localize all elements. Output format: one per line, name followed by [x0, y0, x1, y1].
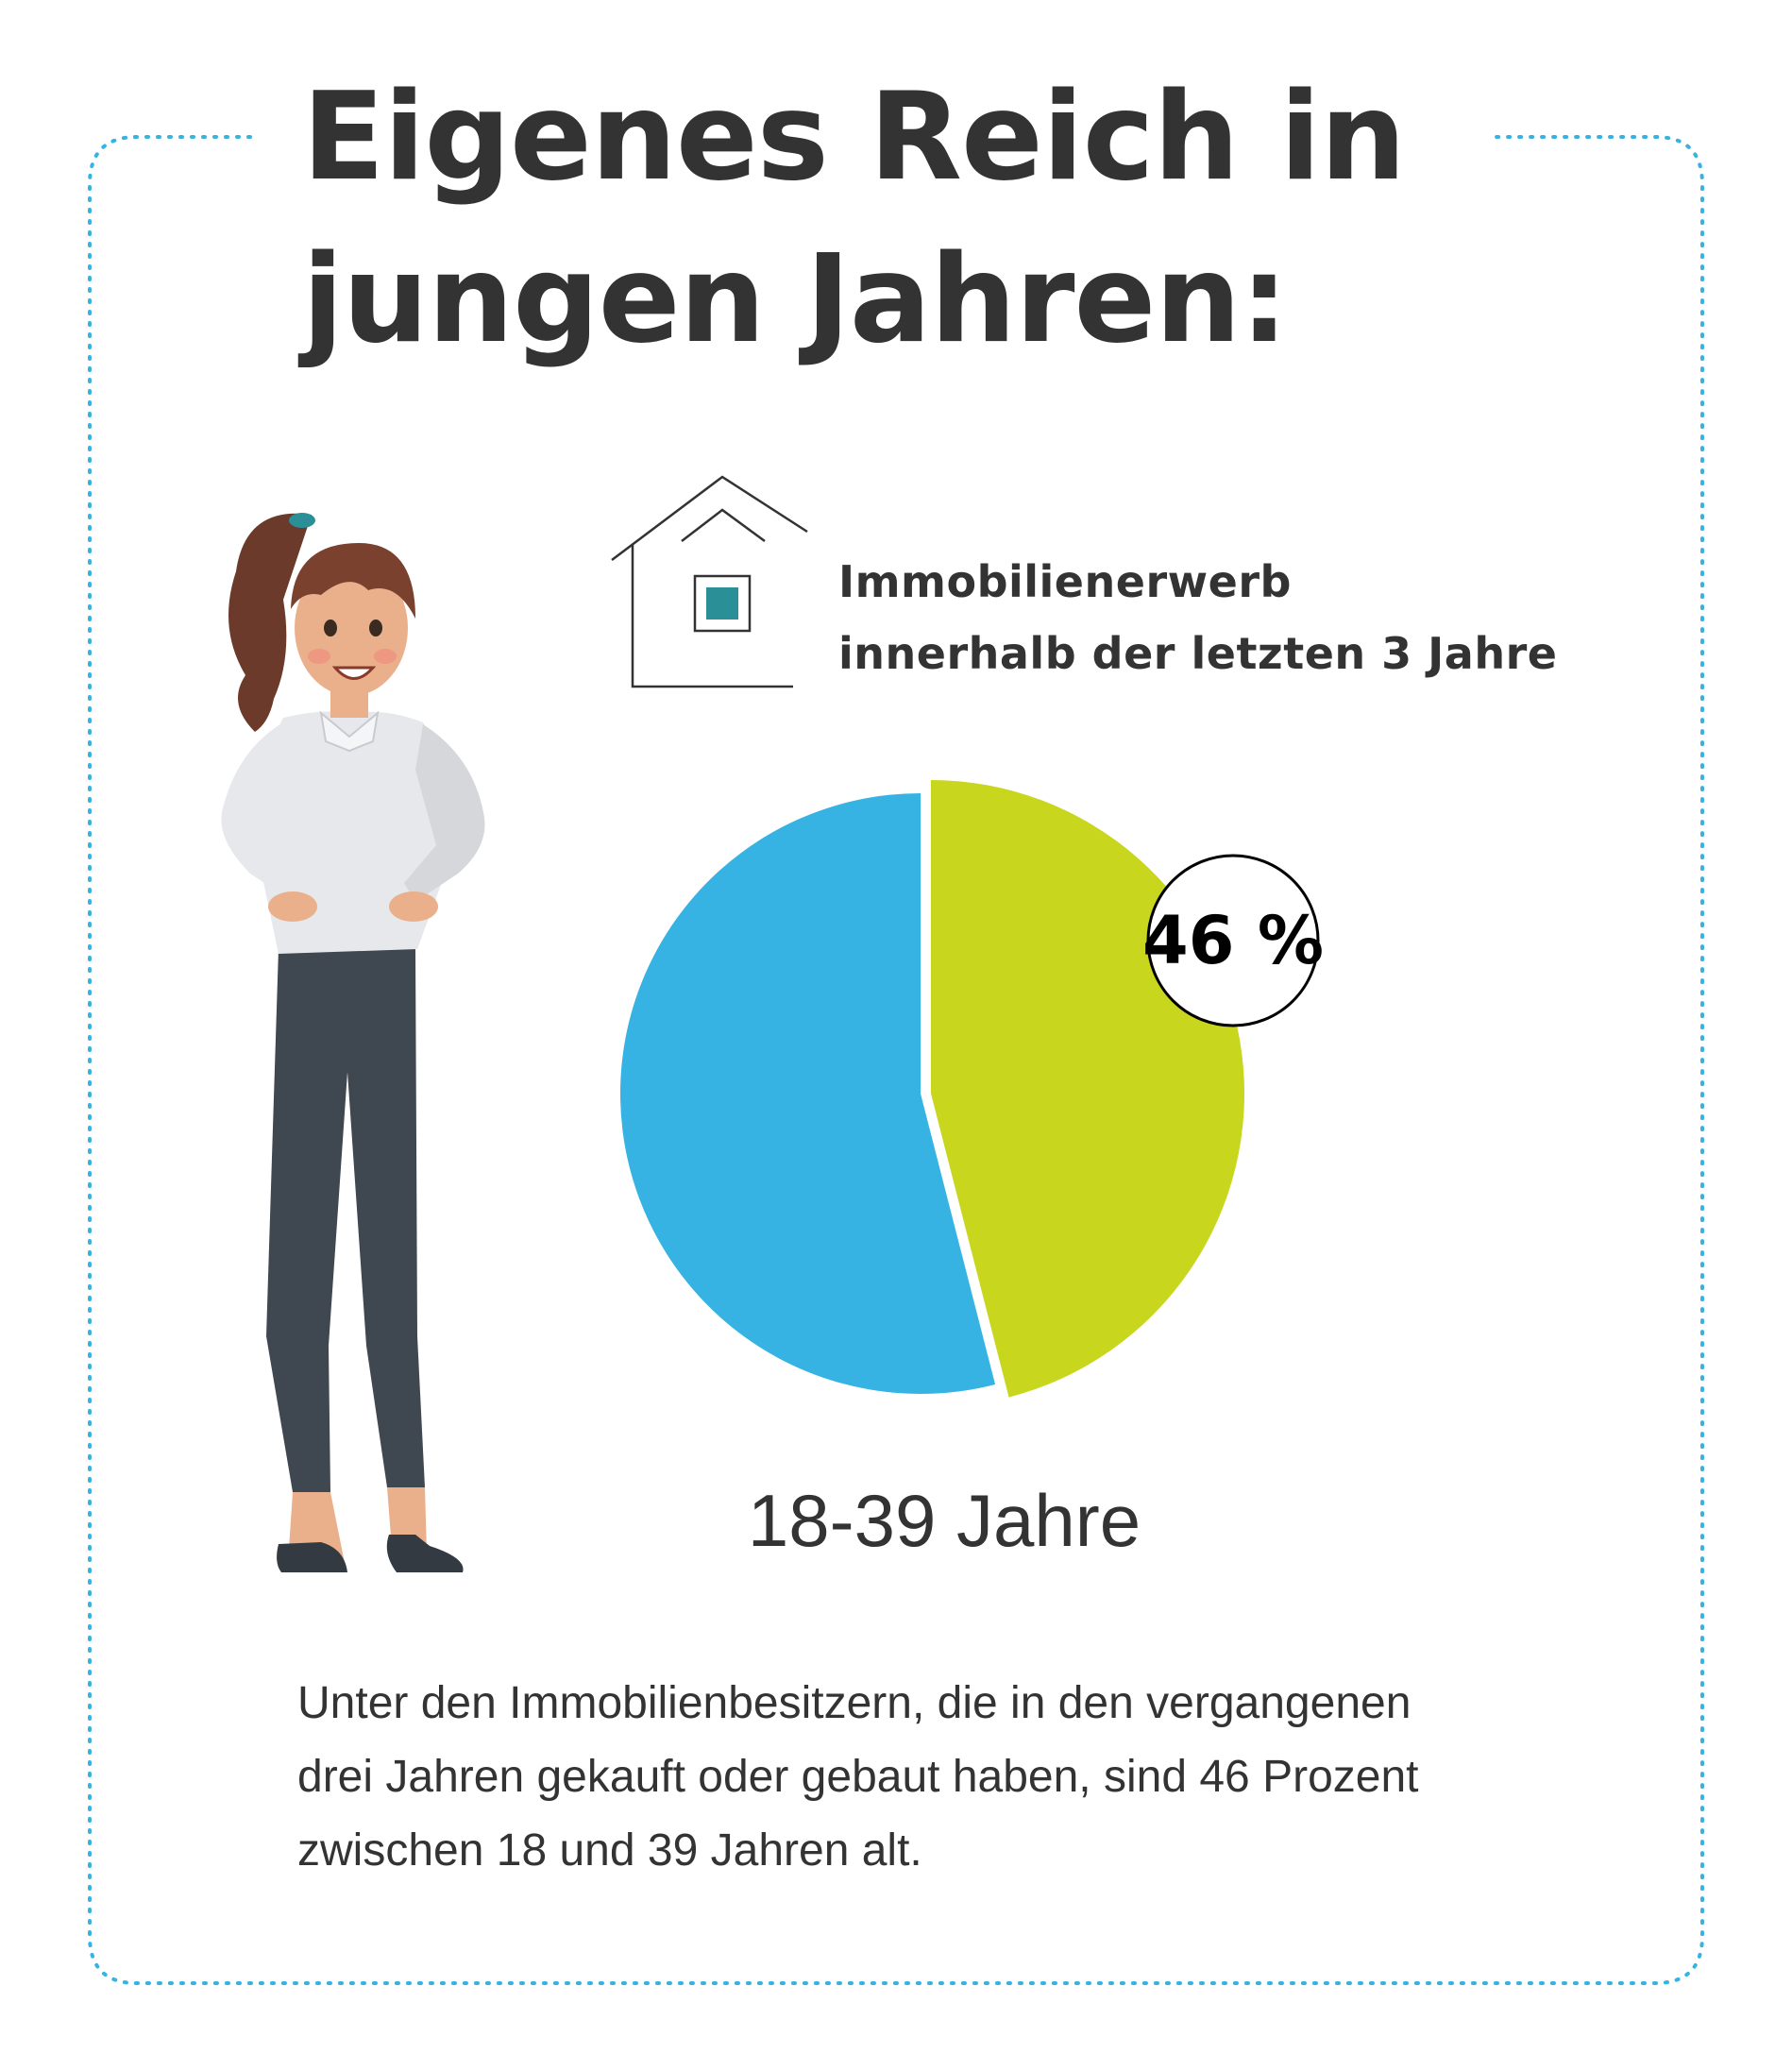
title-line-2: jungen Jahren: — [302, 229, 1289, 370]
description-text: Unter den Immobilienbesitzern, die in de… — [297, 1667, 1619, 1888]
subtitle-line-1: Immobilienerwerb — [838, 556, 1292, 607]
house-icon — [611, 475, 808, 688]
description-line-2: drei Jahren gekauft oder gebaut haben, s… — [297, 1752, 1419, 1802]
value-label-circle — [1146, 854, 1320, 1027]
chart-category-label: 18-39 Jahre — [747, 1479, 1141, 1562]
description-line-3: zwischen 18 und 39 Jahren alt. — [297, 1825, 922, 1876]
title-line-1: Eigenes Reich in — [302, 67, 1406, 208]
pie-slice-2 — [620, 793, 996, 1394]
page-title: Eigenes Reich in jungen Jahren: — [283, 57, 1492, 382]
value-label: 46 % — [1142, 902, 1324, 979]
chart-subtitle: Immobilienerwerb innerhalb der letzten 3… — [838, 546, 1688, 689]
description-line-1: Unter den Immobilienbesitzern, die in de… — [297, 1678, 1412, 1728]
woman-illustration — [221, 513, 485, 1572]
pie-chart: 46 % — [620, 780, 1324, 1398]
subtitle-line-2: innerhalb der letzten 3 Jahre — [838, 628, 1558, 679]
